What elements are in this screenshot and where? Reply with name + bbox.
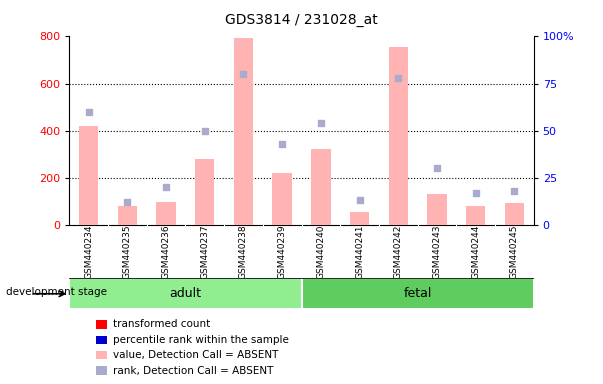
Point	[239, 71, 248, 77]
Text: transformed count: transformed count	[113, 319, 210, 329]
Text: development stage: development stage	[6, 287, 107, 297]
Text: GSM440241: GSM440241	[355, 224, 364, 279]
Point	[355, 197, 364, 203]
Bar	[69, 278, 302, 309]
Point	[277, 141, 287, 147]
Text: GSM440242: GSM440242	[394, 224, 403, 279]
Bar	[156, 202, 175, 225]
Bar	[302, 278, 534, 309]
Point	[510, 188, 519, 194]
Text: GSM440234: GSM440234	[84, 224, 93, 279]
Text: GSM440240: GSM440240	[317, 224, 326, 279]
Point	[122, 199, 132, 205]
Bar	[428, 194, 447, 225]
Bar	[234, 38, 253, 225]
Text: GSM440239: GSM440239	[277, 224, 286, 279]
Bar	[195, 159, 215, 225]
Point	[432, 165, 442, 171]
Bar	[79, 126, 98, 225]
Point	[471, 190, 481, 196]
Text: GSM440235: GSM440235	[123, 224, 132, 279]
Text: GDS3814 / 231028_at: GDS3814 / 231028_at	[225, 13, 378, 27]
Text: GSM440237: GSM440237	[200, 224, 209, 279]
Point	[161, 184, 171, 190]
Point	[316, 120, 326, 126]
Text: rank, Detection Call = ABSENT: rank, Detection Call = ABSENT	[113, 366, 274, 376]
Bar	[311, 149, 330, 225]
Bar	[388, 47, 408, 225]
Text: value, Detection Call = ABSENT: value, Detection Call = ABSENT	[113, 350, 279, 360]
Text: GSM440236: GSM440236	[162, 224, 171, 279]
Text: GSM440238: GSM440238	[239, 224, 248, 279]
Bar	[466, 206, 485, 225]
Text: percentile rank within the sample: percentile rank within the sample	[113, 335, 289, 345]
Bar	[350, 212, 369, 225]
Bar	[273, 173, 292, 225]
Text: GSM440244: GSM440244	[471, 224, 480, 279]
Point	[393, 75, 403, 81]
Bar	[505, 204, 524, 225]
Point	[200, 127, 210, 134]
Text: adult: adult	[169, 287, 201, 300]
Point	[84, 109, 93, 115]
Text: GSM440245: GSM440245	[510, 224, 519, 279]
Text: GSM440243: GSM440243	[432, 224, 441, 279]
Bar	[118, 206, 137, 225]
Text: fetal: fetal	[403, 287, 432, 300]
